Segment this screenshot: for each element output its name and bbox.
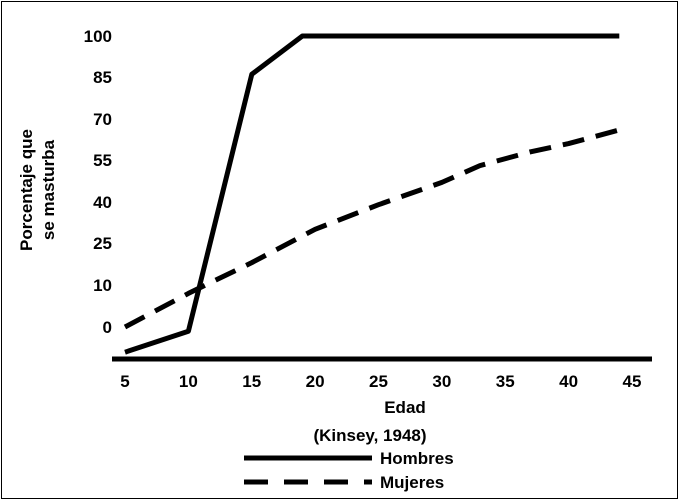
y-tick-label: 70 (93, 110, 112, 129)
x-tick-label: 45 (623, 372, 642, 391)
legend-label-mujeres: Mujeres (380, 473, 444, 492)
x-tick-label: 5 (120, 372, 129, 391)
x-tick-label: 10 (179, 372, 198, 391)
series-line-mujeres (123, 127, 620, 330)
x-tick-label: 30 (432, 372, 451, 391)
y-tick-label: 0 (103, 318, 112, 337)
x-tick-label: 20 (306, 372, 325, 391)
source-note: (Kinsey, 1948) (313, 426, 426, 445)
legend: Hombres Mujeres (244, 449, 454, 492)
y-tick-label: 25 (93, 234, 112, 253)
series-line-hombres (124, 33, 620, 355)
x-tick-label: 25 (369, 372, 388, 391)
x-tick-label: 15 (242, 372, 261, 391)
y-axis-title-line: se masturba (39, 139, 58, 240)
x-tick-label: 35 (496, 372, 515, 391)
x-tick-labels: 5 10 15 20 25 30 35 40 45 (120, 372, 641, 391)
y-tick-label: 10 (93, 276, 112, 295)
y-tick-label: 40 (93, 193, 112, 212)
y-tick-labels: 0 10 25 40 55 70 85 100 (84, 27, 112, 337)
y-tick-label: 100 (84, 27, 112, 46)
series-lines (123, 33, 620, 355)
y-tick-label: 85 (93, 68, 112, 87)
legend-label-hombres: Hombres (380, 449, 454, 468)
x-axis-title: Edad (384, 398, 426, 417)
y-tick-label: 55 (93, 151, 112, 170)
x-tick-label: 40 (559, 372, 578, 391)
y-axis-title: Porcentaje que se masturba (17, 129, 58, 251)
y-axis-title-line: Porcentaje que (17, 129, 36, 251)
